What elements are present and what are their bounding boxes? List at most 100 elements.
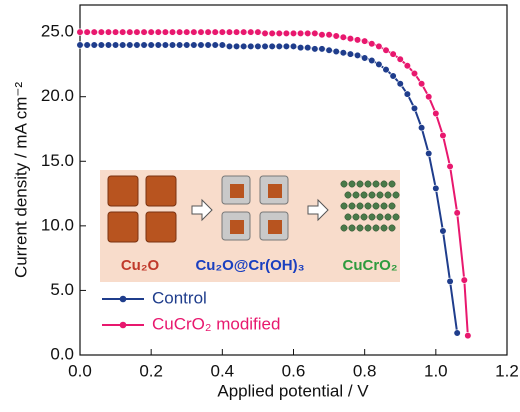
data-point <box>389 72 397 80</box>
data-point <box>368 40 376 48</box>
data-point <box>154 28 162 36</box>
data-point <box>183 41 191 49</box>
arrow <box>191 198 213 222</box>
x-tick-label: 0.6 <box>282 361 306 380</box>
data-point <box>168 28 177 36</box>
data-point <box>119 28 127 36</box>
data-point <box>133 28 141 36</box>
y-tick-label: 0.0 <box>50 344 74 363</box>
data-point <box>90 28 98 36</box>
data-point <box>418 80 426 88</box>
data-point <box>254 28 262 36</box>
data-point <box>90 41 98 49</box>
data-point <box>382 46 390 54</box>
inset-label: CuCrO₂ <box>343 257 398 274</box>
y-axis-label: Current density / mA cm⁻² <box>11 82 30 278</box>
inset-label: Cu₂O@Cr(OH)₃ <box>195 257 304 274</box>
data-point <box>240 42 248 50</box>
data-point <box>211 41 219 49</box>
data-point <box>304 44 312 52</box>
data-point <box>375 60 383 69</box>
inset: Cu₂O Cu₂O@Cr(OH)₃ CuCrO₂ <box>100 170 400 282</box>
data-point <box>161 28 169 36</box>
data-point <box>446 277 454 285</box>
x-axis-label: Applied potential / V <box>217 381 369 400</box>
data-point <box>225 28 234 36</box>
data-point <box>275 29 283 38</box>
data-point <box>126 28 134 36</box>
data-point <box>211 28 219 36</box>
data-point <box>382 65 390 74</box>
data-point <box>403 62 411 70</box>
data-point <box>297 44 305 52</box>
data-point <box>126 41 134 49</box>
data-point <box>218 28 226 36</box>
data-point <box>368 56 376 65</box>
data-point <box>197 28 205 36</box>
data-point <box>240 28 248 36</box>
data-point <box>325 46 333 54</box>
data-point <box>261 29 269 38</box>
data-point <box>439 131 447 140</box>
data-point <box>83 28 91 36</box>
data-point <box>332 32 340 40</box>
particle-icons <box>340 180 400 232</box>
data-point <box>346 34 355 43</box>
data-point <box>204 28 212 36</box>
data-point <box>261 42 269 50</box>
data-point <box>97 41 105 49</box>
data-point <box>190 41 198 49</box>
x-tick-label: 0.4 <box>211 361 235 380</box>
legend-marker <box>119 321 127 329</box>
data-point <box>425 93 433 101</box>
data-point <box>140 28 148 36</box>
data-point <box>119 41 127 49</box>
data-point <box>389 50 397 58</box>
data-point <box>311 29 319 38</box>
data-point <box>168 41 177 49</box>
data-point <box>97 28 105 36</box>
y-tick-label: 5.0 <box>50 280 74 299</box>
data-point <box>161 41 169 49</box>
data-point <box>432 184 440 192</box>
data-point <box>375 42 383 50</box>
data-point <box>104 41 113 49</box>
data-point <box>176 41 184 49</box>
y-tick-label: 25.0 <box>41 22 74 41</box>
data-point <box>147 41 155 49</box>
data-point <box>418 124 426 132</box>
data-point <box>268 29 276 38</box>
data-point <box>289 42 298 50</box>
data-point <box>453 209 461 217</box>
data-point <box>464 332 472 340</box>
data-point <box>353 51 362 59</box>
data-point <box>410 69 419 78</box>
data-point <box>247 28 255 36</box>
data-point <box>339 49 347 57</box>
y-tick-label: 20.0 <box>41 86 74 105</box>
data-point <box>275 42 283 50</box>
data-point <box>154 41 162 49</box>
data-point <box>361 37 369 45</box>
core-shell-icons <box>221 175 289 241</box>
x-tick-label: 0.2 <box>139 361 163 380</box>
legend-label: Control <box>152 288 207 307</box>
data-point <box>396 80 404 88</box>
data-point <box>282 29 290 38</box>
x-tick-label: 0.8 <box>353 361 377 380</box>
data-point <box>318 31 326 39</box>
data-point <box>268 42 276 50</box>
data-point <box>83 41 91 49</box>
data-point <box>453 329 461 337</box>
data-point <box>361 54 369 62</box>
data-point <box>304 29 312 38</box>
data-point <box>425 149 433 158</box>
cube-icons <box>107 175 177 243</box>
y-tick-label: 10.0 <box>41 215 74 234</box>
data-point <box>353 36 362 44</box>
legend-label: CuCrO₂ modified <box>152 314 280 333</box>
data-point <box>311 45 319 53</box>
data-point <box>403 90 411 98</box>
data-point <box>346 50 355 58</box>
